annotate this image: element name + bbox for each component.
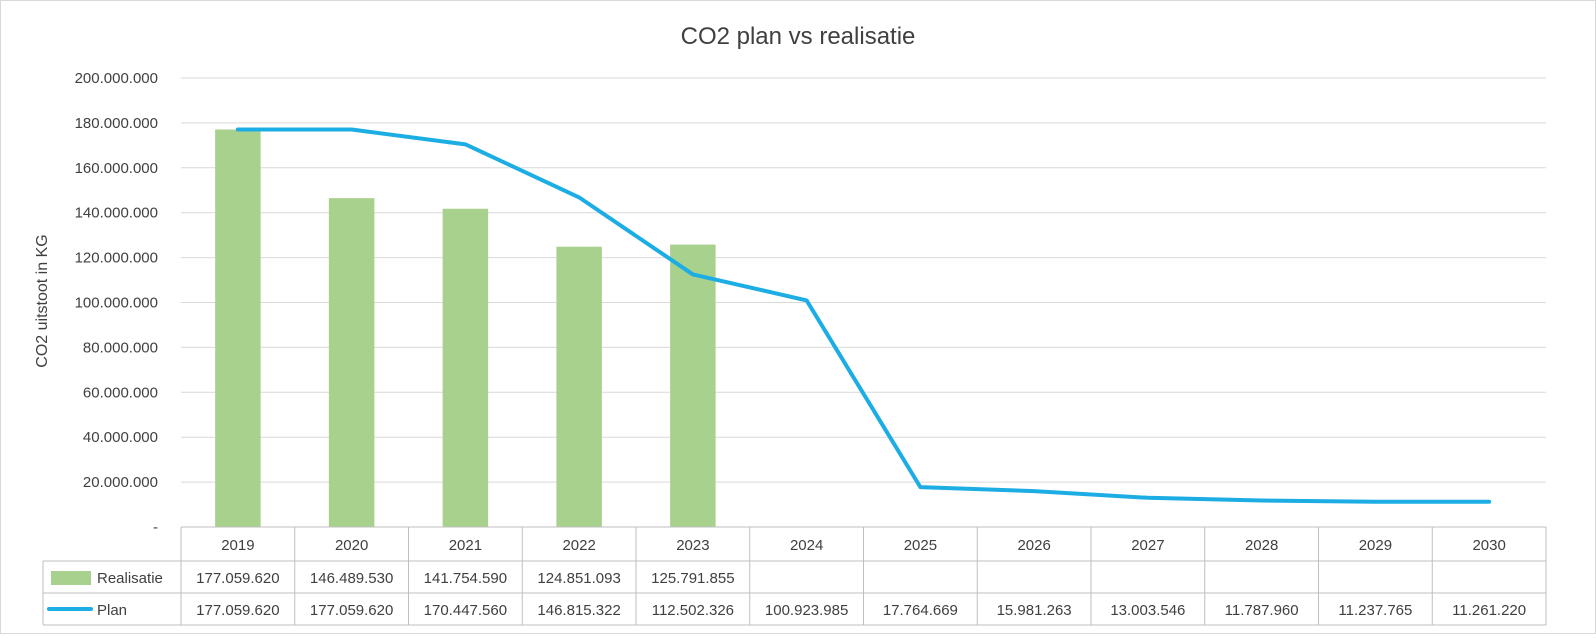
data-label-plan: 13.003.546 <box>1110 602 1185 619</box>
x-tick-label: 2024 <box>790 537 823 554</box>
data-table: 2019 2020 2021 2022 2023 2024 2025 2026 2027 2028… <box>42 526 1547 626</box>
bar <box>556 246 602 527</box>
y-tick-label: 60.000.000 <box>83 384 158 401</box>
y-tick-label: 180.000.000 <box>75 115 158 132</box>
x-tick-label: 2028 <box>1245 537 1278 554</box>
data-label-plan: 177.059.620 <box>310 602 393 619</box>
bar <box>670 244 716 527</box>
data-label-realisatie: 146.489.530 <box>310 570 393 587</box>
x-tick-label: 2027 <box>1131 537 1164 554</box>
y-tick-label: 20.000.000 <box>83 474 158 491</box>
y-axis-ticks: - 20.000.000 40.000.000 60.000.000 80.000.00… <box>75 70 158 536</box>
data-label-realisatie: 124.851.093 <box>537 570 620 587</box>
gridlines <box>181 77 1546 483</box>
bar-series <box>215 129 716 528</box>
data-label-plan: 17.764.669 <box>883 602 958 619</box>
x-tick-label: 2029 <box>1359 537 1392 554</box>
y-tick-label: 80.000.000 <box>83 339 158 356</box>
legend-swatch-realisatie <box>51 571 91 585</box>
bar <box>442 208 489 528</box>
bar <box>328 198 375 527</box>
plan-line <box>235 127 1492 504</box>
x-tick-label: 2019 <box>221 537 254 554</box>
x-tick-label: 2022 <box>562 537 595 554</box>
legend-label-realisatie: Realisatie <box>97 570 163 587</box>
data-label-realisatie: 125.791.855 <box>651 570 734 587</box>
y-tick-label: 160.000.000 <box>75 160 158 177</box>
y-tick-label: 40.000.000 <box>83 429 158 446</box>
data-label-plan: 177.059.620 <box>196 602 279 619</box>
y-tick-label: 120.000.000 <box>75 250 158 267</box>
data-label-plan: 15.981.263 <box>997 602 1072 619</box>
data-label-plan: 100.923.985 <box>765 602 848 619</box>
data-label-plan: 11.261.220 <box>1452 602 1526 619</box>
x-tick-label: 2025 <box>904 537 937 554</box>
legend-label-plan: Plan <box>97 602 127 619</box>
bar <box>215 129 261 527</box>
x-tick-label: 2030 <box>1472 537 1505 554</box>
chart-title: CO2 plan vs realisatie <box>681 23 916 50</box>
line-series <box>235 127 1492 504</box>
x-tick-label: 2023 <box>676 537 709 554</box>
y-tick-label: 200.000.000 <box>75 70 158 87</box>
data-label-plan: 11.787.960 <box>1225 602 1299 619</box>
y-tick-label: - <box>153 519 158 536</box>
data-label-realisatie: 177.059.620 <box>196 570 279 587</box>
data-label-plan: 11.237.765 <box>1338 602 1412 619</box>
data-label-plan: 112.502.326 <box>652 602 734 619</box>
y-tick-label: 140.000.000 <box>75 205 158 222</box>
x-tick-label: 2026 <box>1017 537 1050 554</box>
x-tick-label: 2020 <box>335 537 368 554</box>
y-tick-label: 100.000.000 <box>75 295 158 312</box>
x-tick-label: 2021 <box>449 537 482 554</box>
y-axis-label: CO2 uitstoot in KG <box>34 234 51 367</box>
data-label-plan: 170.447.560 <box>424 602 507 619</box>
data-label-realisatie: 141.754.590 <box>424 570 507 587</box>
data-label-plan: 146.815.322 <box>537 602 620 619</box>
